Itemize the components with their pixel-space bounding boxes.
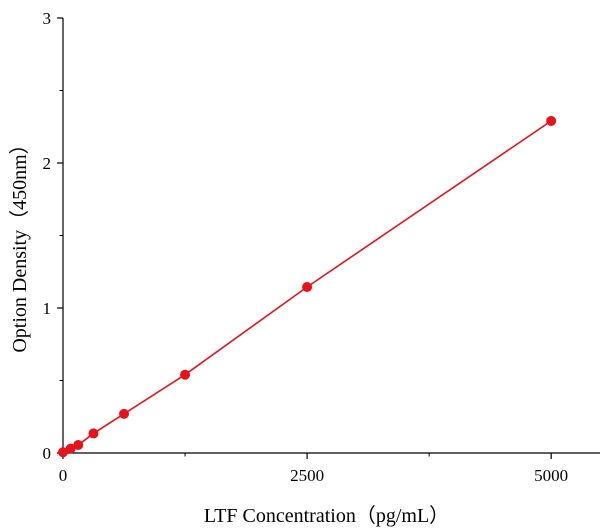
x-tick-label: 0 (59, 466, 68, 485)
series-layer (58, 115, 557, 458)
y-tick-label: 1 (43, 299, 52, 318)
x-axis-title: LTF Concentration（pg/mL） (204, 504, 449, 527)
x-tick-label: 5000 (534, 466, 568, 485)
tick-marks (57, 17, 552, 459)
data-point (180, 369, 191, 380)
tick-labels: 0 1 2 3 0 2500 5000 (43, 9, 569, 485)
axes (62, 18, 600, 454)
data-point (58, 447, 68, 458)
data-point (65, 443, 76, 454)
data-point (88, 428, 99, 439)
data-point (73, 440, 84, 451)
y-tick-label: 0 (43, 444, 52, 463)
data-point (302, 281, 313, 292)
y-tick-label: 3 (43, 9, 52, 28)
y-axis-title: Option Density（450nm） (8, 134, 31, 352)
x-tick-label: 2500 (290, 466, 324, 485)
y-tick-label: 2 (43, 154, 52, 173)
data-point (119, 408, 130, 419)
data-point (546, 115, 557, 126)
